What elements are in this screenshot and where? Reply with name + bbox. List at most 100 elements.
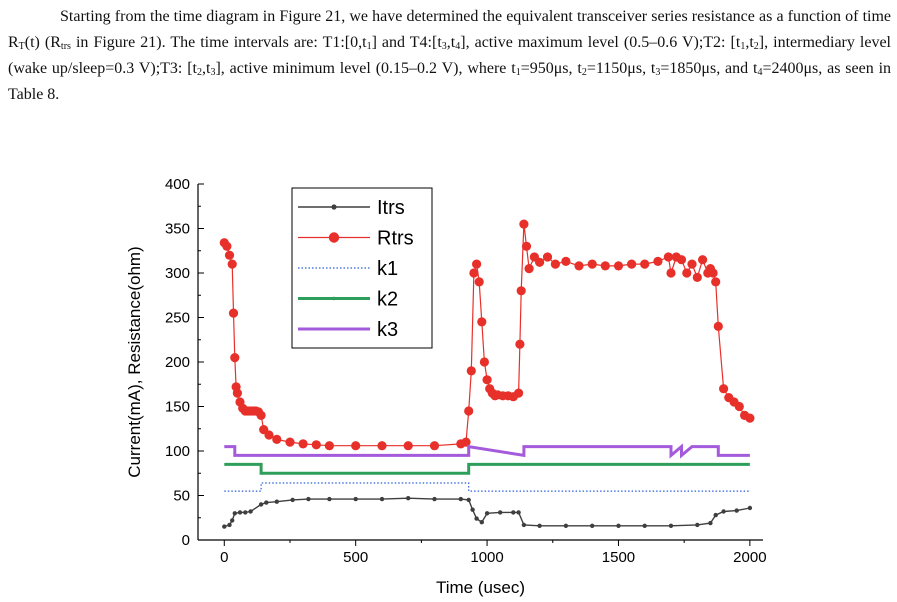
data-point-itrs [274, 499, 279, 504]
y-axis-label: Current(mA), Resistance(ohm) [125, 246, 144, 477]
data-point-rtrs [676, 255, 687, 265]
data-point-rtrs [264, 430, 274, 440]
data-point-rtrs [682, 268, 692, 278]
series-k2 [224, 462, 750, 475]
data-point-itrs [713, 512, 718, 518]
y-tick-label: 400 [165, 176, 190, 193]
series-line-k1 [224, 482, 750, 492]
data-point-itrs [734, 508, 739, 513]
data-point-rtrs [653, 256, 663, 266]
data-point-itrs [432, 496, 437, 502]
data-point-itrs [458, 496, 463, 502]
data-point-itrs [466, 497, 471, 503]
data-point-rtrs [692, 272, 702, 282]
data-point-rtrs [516, 286, 526, 296]
data-point-itrs [227, 522, 232, 528]
legend-label-k3: k3 [377, 319, 398, 341]
x-tick-label: 500 [343, 549, 368, 566]
data-point-rtrs [666, 268, 676, 278]
data-point-itrs [243, 510, 248, 515]
data-point-rtrs [627, 259, 637, 269]
data-point-itrs [222, 524, 227, 529]
x-tick-label: 0 [220, 549, 228, 566]
data-point-rtrs [514, 388, 524, 398]
x-tick-label: 1000 [470, 549, 503, 566]
data-point-rtrs [230, 353, 240, 363]
data-point-itrs [668, 523, 674, 528]
data-point-rtrs [472, 259, 482, 269]
data-point-rtrs [698, 255, 708, 265]
data-point-itrs [642, 523, 647, 528]
data-point-itrs [498, 510, 503, 515]
data-point-rtrs [550, 259, 561, 269]
y-tick-label: 250 [165, 310, 190, 327]
data-point-rtrs [521, 241, 532, 251]
data-point-itrs [516, 510, 521, 515]
x-tick-label: 2000 [733, 549, 766, 566]
data-point-itrs [484, 511, 490, 516]
data-point-rtrs [224, 250, 235, 260]
data-point-rtrs [719, 384, 729, 394]
data-point-rtrs [663, 252, 674, 262]
data-point-rtrs [227, 259, 237, 269]
data-point-rtrs [324, 441, 334, 451]
chart-axes: 0 50 100 150 200 250 300 350 400 0 500 1000 1500 2000… [125, 176, 767, 597]
data-point-rtrs [687, 259, 697, 269]
data-point-rtrs [232, 388, 242, 398]
data-point-rtrs [734, 401, 744, 412]
data-point-rtrs [713, 321, 723, 331]
data-point-rtrs [429, 441, 440, 451]
data-point-itrs [470, 507, 475, 512]
chart-legend: Itrs Rtrs k1 k2 k3 [291, 187, 433, 349]
data-point-rtrs [515, 339, 525, 349]
data-point-rtrs [574, 261, 584, 271]
data-point-rtrs [613, 261, 624, 271]
data-point-rtrs [464, 406, 474, 416]
y-tick-label: 300 [165, 265, 190, 282]
data-point-itrs [747, 505, 753, 511]
data-point-itrs [258, 502, 264, 507]
y-tick-label: 350 [165, 221, 190, 238]
data-point-rtrs [482, 375, 492, 385]
x-tick-label: 1500 [602, 549, 635, 566]
data-point-itrs [248, 509, 253, 514]
data-point-rtrs [535, 257, 545, 267]
data-point-itrs [353, 496, 358, 502]
data-point-itrs [537, 523, 542, 528]
data-point-itrs [521, 522, 527, 528]
legend-marker-rtrs [328, 232, 340, 243]
series-k3 [224, 443, 750, 459]
data-point-itrs [590, 523, 595, 528]
data-point-itrs [327, 496, 332, 502]
data-point-itrs [474, 516, 479, 521]
chart-series [219, 219, 755, 529]
data-point-rtrs [708, 268, 718, 278]
data-point-rtrs [461, 437, 471, 447]
data-point-itrs [379, 496, 385, 502]
data-point-rtrs [228, 308, 239, 318]
y-tick-label: 150 [165, 399, 190, 416]
data-point-itrs [511, 510, 516, 515]
series-line-k2 [224, 462, 750, 475]
data-point-rtrs [474, 277, 484, 287]
x-axis-label: Time (usec) [436, 578, 525, 597]
data-point-itrs [230, 518, 235, 523]
data-point-itrs [237, 510, 243, 515]
data-point-rtrs [469, 268, 479, 278]
data-point-rtrs [466, 366, 476, 376]
data-point-rtrs [311, 440, 321, 450]
data-point-itrs [479, 520, 484, 525]
data-point-rtrs [479, 357, 489, 367]
data-point-itrs [306, 496, 311, 502]
data-point-rtrs [222, 241, 232, 251]
data-point-itrs [721, 509, 726, 514]
data-point-rtrs [477, 317, 487, 327]
y-tick-label: 100 [165, 443, 190, 460]
series-itrs [222, 496, 753, 529]
data-point-itrs [616, 523, 621, 528]
data-point-rtrs [600, 261, 610, 271]
legend-marker-itrs [331, 204, 337, 210]
legend-label-rtrs: Rtrs [377, 228, 414, 250]
data-point-itrs [563, 523, 569, 528]
data-point-itrs [232, 511, 237, 516]
